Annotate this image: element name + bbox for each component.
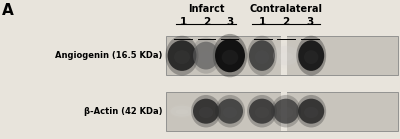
Ellipse shape — [271, 95, 301, 127]
Text: Infarct: Infarct — [188, 4, 225, 14]
Ellipse shape — [304, 50, 318, 64]
Text: β-Actin (42 KDa): β-Actin (42 KDa) — [84, 107, 162, 116]
Ellipse shape — [191, 38, 221, 74]
Ellipse shape — [217, 99, 243, 124]
Ellipse shape — [271, 43, 301, 68]
Ellipse shape — [168, 40, 196, 71]
Text: Contralateral: Contralateral — [250, 4, 323, 14]
Ellipse shape — [304, 107, 318, 118]
Ellipse shape — [193, 42, 219, 70]
Ellipse shape — [223, 107, 237, 118]
Ellipse shape — [247, 95, 277, 127]
Ellipse shape — [298, 99, 324, 124]
Text: 2: 2 — [282, 17, 290, 27]
Bar — [281, 36, 287, 75]
Ellipse shape — [213, 34, 247, 77]
Ellipse shape — [199, 107, 213, 118]
Bar — [281, 92, 287, 131]
Ellipse shape — [170, 106, 194, 117]
Ellipse shape — [222, 50, 238, 65]
Bar — [166, 36, 398, 75]
Ellipse shape — [193, 99, 219, 124]
Ellipse shape — [279, 52, 293, 61]
Ellipse shape — [273, 46, 299, 65]
Text: 3: 3 — [306, 17, 314, 27]
Text: 2: 2 — [203, 17, 210, 27]
Bar — [166, 92, 398, 131]
Text: 1: 1 — [259, 17, 266, 27]
Text: 1: 1 — [180, 17, 187, 27]
Ellipse shape — [296, 36, 326, 75]
Ellipse shape — [249, 99, 275, 124]
Ellipse shape — [215, 95, 245, 127]
Ellipse shape — [296, 95, 326, 127]
Text: Angiogenin (16.5 KDa): Angiogenin (16.5 KDa) — [55, 51, 162, 60]
Ellipse shape — [255, 50, 269, 64]
Ellipse shape — [279, 107, 293, 118]
Text: 3: 3 — [226, 17, 233, 27]
Ellipse shape — [273, 99, 299, 124]
Ellipse shape — [247, 36, 277, 75]
Ellipse shape — [249, 40, 275, 71]
Ellipse shape — [215, 39, 245, 72]
Text: A: A — [2, 3, 14, 18]
Ellipse shape — [174, 50, 190, 64]
Ellipse shape — [191, 95, 221, 127]
Ellipse shape — [298, 40, 324, 71]
Ellipse shape — [199, 51, 213, 63]
Ellipse shape — [166, 36, 198, 75]
Ellipse shape — [255, 107, 269, 118]
